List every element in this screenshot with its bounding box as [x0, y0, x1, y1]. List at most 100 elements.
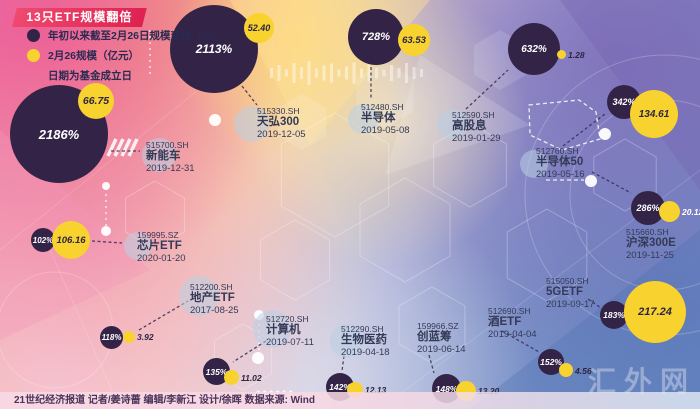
fund-name: 酒ETF: [488, 316, 522, 328]
fund-name: 新能车: [146, 150, 181, 162]
change-bubble: 632%: [508, 23, 560, 75]
change-value: 118%: [101, 333, 122, 342]
fund-name: 半导体: [361, 112, 396, 124]
label-halo: [142, 138, 176, 172]
equalizer-bars: [270, 61, 423, 85]
fund-code: 512200.SH: [190, 282, 233, 292]
fund-name: 天弘300: [257, 116, 300, 128]
fund-label: 512760.SH 半导体50 2019-05-16: [536, 146, 585, 180]
scale-value: 3.92: [137, 332, 154, 342]
fund-code: 159966.SZ: [417, 321, 459, 331]
change-bubble: 183%: [600, 301, 628, 329]
change-bubble: 118%: [100, 326, 123, 349]
fund-date: 2019-11-25: [626, 250, 674, 261]
scale-value: 217.24: [638, 306, 672, 318]
white-dashed-decorations: [105, 30, 601, 353]
fund-code: 512690.SH: [488, 306, 531, 316]
change-value: 142%: [329, 382, 351, 392]
scale-bubble: [557, 50, 566, 59]
scale-value: 4.56: [575, 366, 592, 376]
scale-value: 12.13: [365, 385, 387, 395]
fund-date: 2019-07-11: [266, 337, 314, 348]
change-value: 148%: [435, 383, 458, 394]
fund-label: 159966.SZ 创蓝筹 2019-06-14: [417, 321, 466, 355]
fund-label: 512590.SH 高股息 2019-01-29: [452, 110, 501, 144]
scale-bubble: [559, 363, 573, 377]
legend-scale-label: 2月26规模（亿元）: [48, 50, 140, 62]
legend-change-label: 年初以来截至2月26日规模变动（%）: [48, 30, 222, 42]
fund-code: 512480.SH: [361, 102, 404, 112]
change-value: 135%: [205, 366, 228, 377]
fund-name: 沪深300E: [626, 237, 676, 249]
scale-bubble: 134.61: [630, 90, 678, 138]
label-halo: [124, 232, 152, 260]
fund-label: 515330.SH 天弘300 2019-12-05: [257, 106, 306, 140]
legend: 年初以来截至2月26日规模变动（%） 2月26规模（亿元） 日期为基金成立日: [27, 28, 222, 83]
fund-name: 芯片ETF: [137, 240, 182, 252]
fund-date: 2019-05-08: [361, 125, 410, 136]
change-value: 183%: [603, 310, 625, 320]
scale-bubble: 106.16: [52, 221, 90, 259]
fund-name: 5GETF: [546, 286, 584, 298]
label-halo: [520, 150, 548, 178]
fund-date: 2019-12-05: [257, 129, 306, 140]
label-halo: [253, 310, 291, 348]
fund-name: 地产ETF: [190, 292, 235, 304]
scale-bubble: [224, 370, 239, 385]
fund-name: 生物医药: [341, 334, 387, 346]
legend-note: 日期为基金成立日: [48, 70, 132, 82]
fund-date: 2019-12-31: [146, 163, 195, 174]
fund-code: 515660.SH: [626, 227, 669, 237]
watermark: 汇外网: [588, 366, 697, 397]
change-bubble: 2113%: [170, 5, 258, 93]
fund-label: 515050.SH 5GETF 2019-09-17: [546, 276, 595, 310]
fund-name: 创蓝筹: [417, 331, 452, 343]
page-title: 13只ETF规模翻倍: [26, 10, 133, 24]
fund-label: 512200.SH 地产ETF 2017-08-25: [190, 282, 239, 316]
fund-label: 159995.SZ 芯片ETF 2020-01-20: [137, 230, 186, 264]
fund-date: 2017-08-25: [190, 305, 239, 316]
legend-item-scale: 2月26规模（亿元）: [27, 48, 222, 63]
label-halo: [179, 276, 219, 316]
fund-date: 2019-04-04: [488, 329, 537, 340]
fund-code: 512290.SH: [341, 324, 384, 334]
scale-bubble: 63.53: [398, 24, 430, 56]
page-title-ribbon: 13只ETF规模翻倍: [12, 8, 147, 27]
fund-date: 2019-06-14: [417, 344, 466, 355]
scale-value: 63.53: [402, 34, 426, 46]
hexagon-decorations: [125, 112, 657, 391]
scale-bubble: [659, 201, 680, 222]
scale-bubble: [123, 331, 135, 343]
fund-name: 高股息: [452, 120, 487, 132]
fund-label: 512480.SH 半导体 2019-05-08: [361, 102, 410, 136]
fund-label: 512290.SH 生物医药 2019-04-18: [341, 324, 390, 358]
label-halo: [437, 109, 467, 139]
change-value: 342%: [612, 97, 636, 107]
fund-label: 515700.SH 新能车 2019-12-31: [146, 140, 195, 174]
fund-label: 512690.SH 酒ETF 2019-04-04: [488, 306, 537, 340]
scale-value: 52.40: [247, 23, 271, 33]
change-value: 152%: [540, 357, 562, 367]
fund-code: 512720.SH: [266, 314, 309, 324]
fund-name: 半导体50: [536, 156, 584, 168]
fund-label: 512720.SH 计算机 2019-07-11: [266, 314, 314, 348]
fund-code: 512590.SH: [452, 110, 495, 120]
fund-date: 2019-04-18: [341, 347, 390, 358]
fund-date: 2019-01-29: [452, 133, 501, 144]
change-value: 728%: [361, 31, 391, 43]
dot-decorations: [101, 114, 611, 364]
fund-date: 2020-01-20: [137, 253, 186, 264]
fund-date: 2019-09-17: [546, 299, 595, 310]
legend-scale-dot-icon: [27, 49, 40, 62]
change-bubble: 102%: [31, 228, 55, 252]
scale-bubble: 66.75: [78, 83, 114, 119]
change-value: 632%: [521, 43, 547, 55]
change-value: 102%: [32, 235, 54, 245]
credits-bar: 21世纪经济报道 记者/姜诗蔷 编辑/李新江 设计/徐晖 数据来源: Wind: [0, 392, 700, 409]
fund-code: 159995.SZ: [137, 230, 179, 240]
change-value: 286%: [636, 203, 660, 213]
scale-value: 106.16: [56, 234, 86, 246]
hatch-marks: [106, 138, 294, 404]
scale-value: 20.12: [682, 207, 700, 217]
